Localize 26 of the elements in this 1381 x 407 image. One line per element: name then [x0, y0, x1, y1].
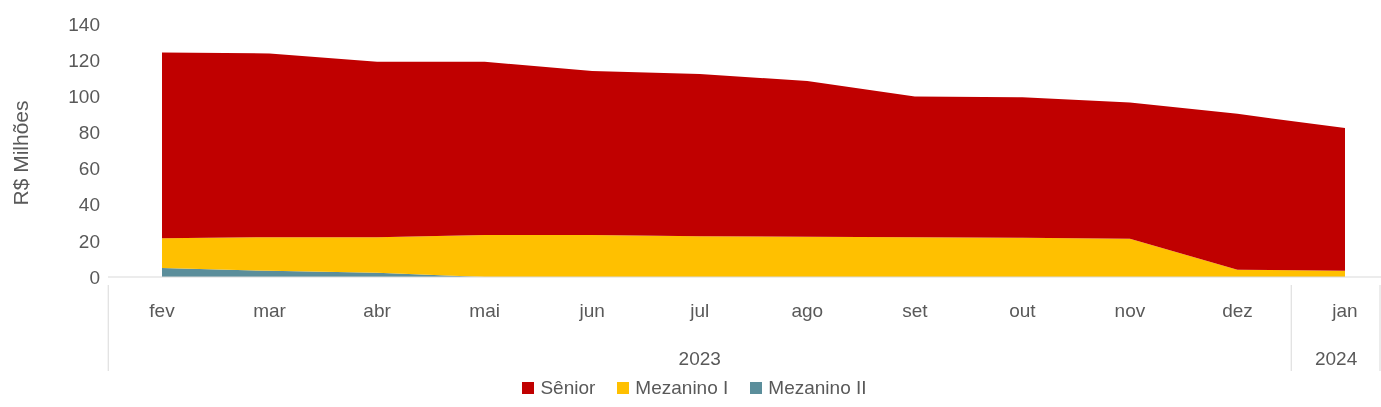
text: 2023 — [678, 348, 721, 369]
text: 2024 — [1314, 348, 1358, 369]
legend-label: Mezanino I — [634, 377, 729, 399]
legend-label: Mezanino II — [767, 377, 867, 399]
y-axis-title: R$ Milhões — [9, 100, 33, 206]
y-tick-label: 0 — [89, 266, 100, 288]
y-tick-label: 80 — [78, 122, 100, 144]
x-tick-label: jan — [1331, 300, 1358, 321]
x-tick-label: ago — [791, 300, 824, 321]
y-tick-label: 40 — [78, 194, 100, 216]
x-tick-label: nov — [1114, 300, 1146, 321]
x-tick-label: jul — [689, 300, 710, 321]
x-tick-label: dez — [1222, 300, 1253, 321]
y-tick-label: 100 — [68, 86, 100, 108]
x-tick-label: out — [1009, 300, 1037, 321]
y-tick-label: 60 — [78, 158, 100, 180]
y-tick-label: 20 — [78, 230, 100, 252]
y-tick-label: 140 — [68, 13, 100, 35]
y-tick-label: 120 — [68, 49, 100, 71]
x-tick-label: fev — [149, 300, 176, 321]
x-tick-label: jun — [578, 300, 605, 321]
x-tick-label: set — [902, 300, 929, 321]
legend-label: Sênior — [539, 377, 596, 399]
x-tick-label: mai — [469, 300, 500, 321]
x-tick-label: mar — [253, 300, 287, 321]
x-tick-label: abr — [363, 300, 392, 321]
